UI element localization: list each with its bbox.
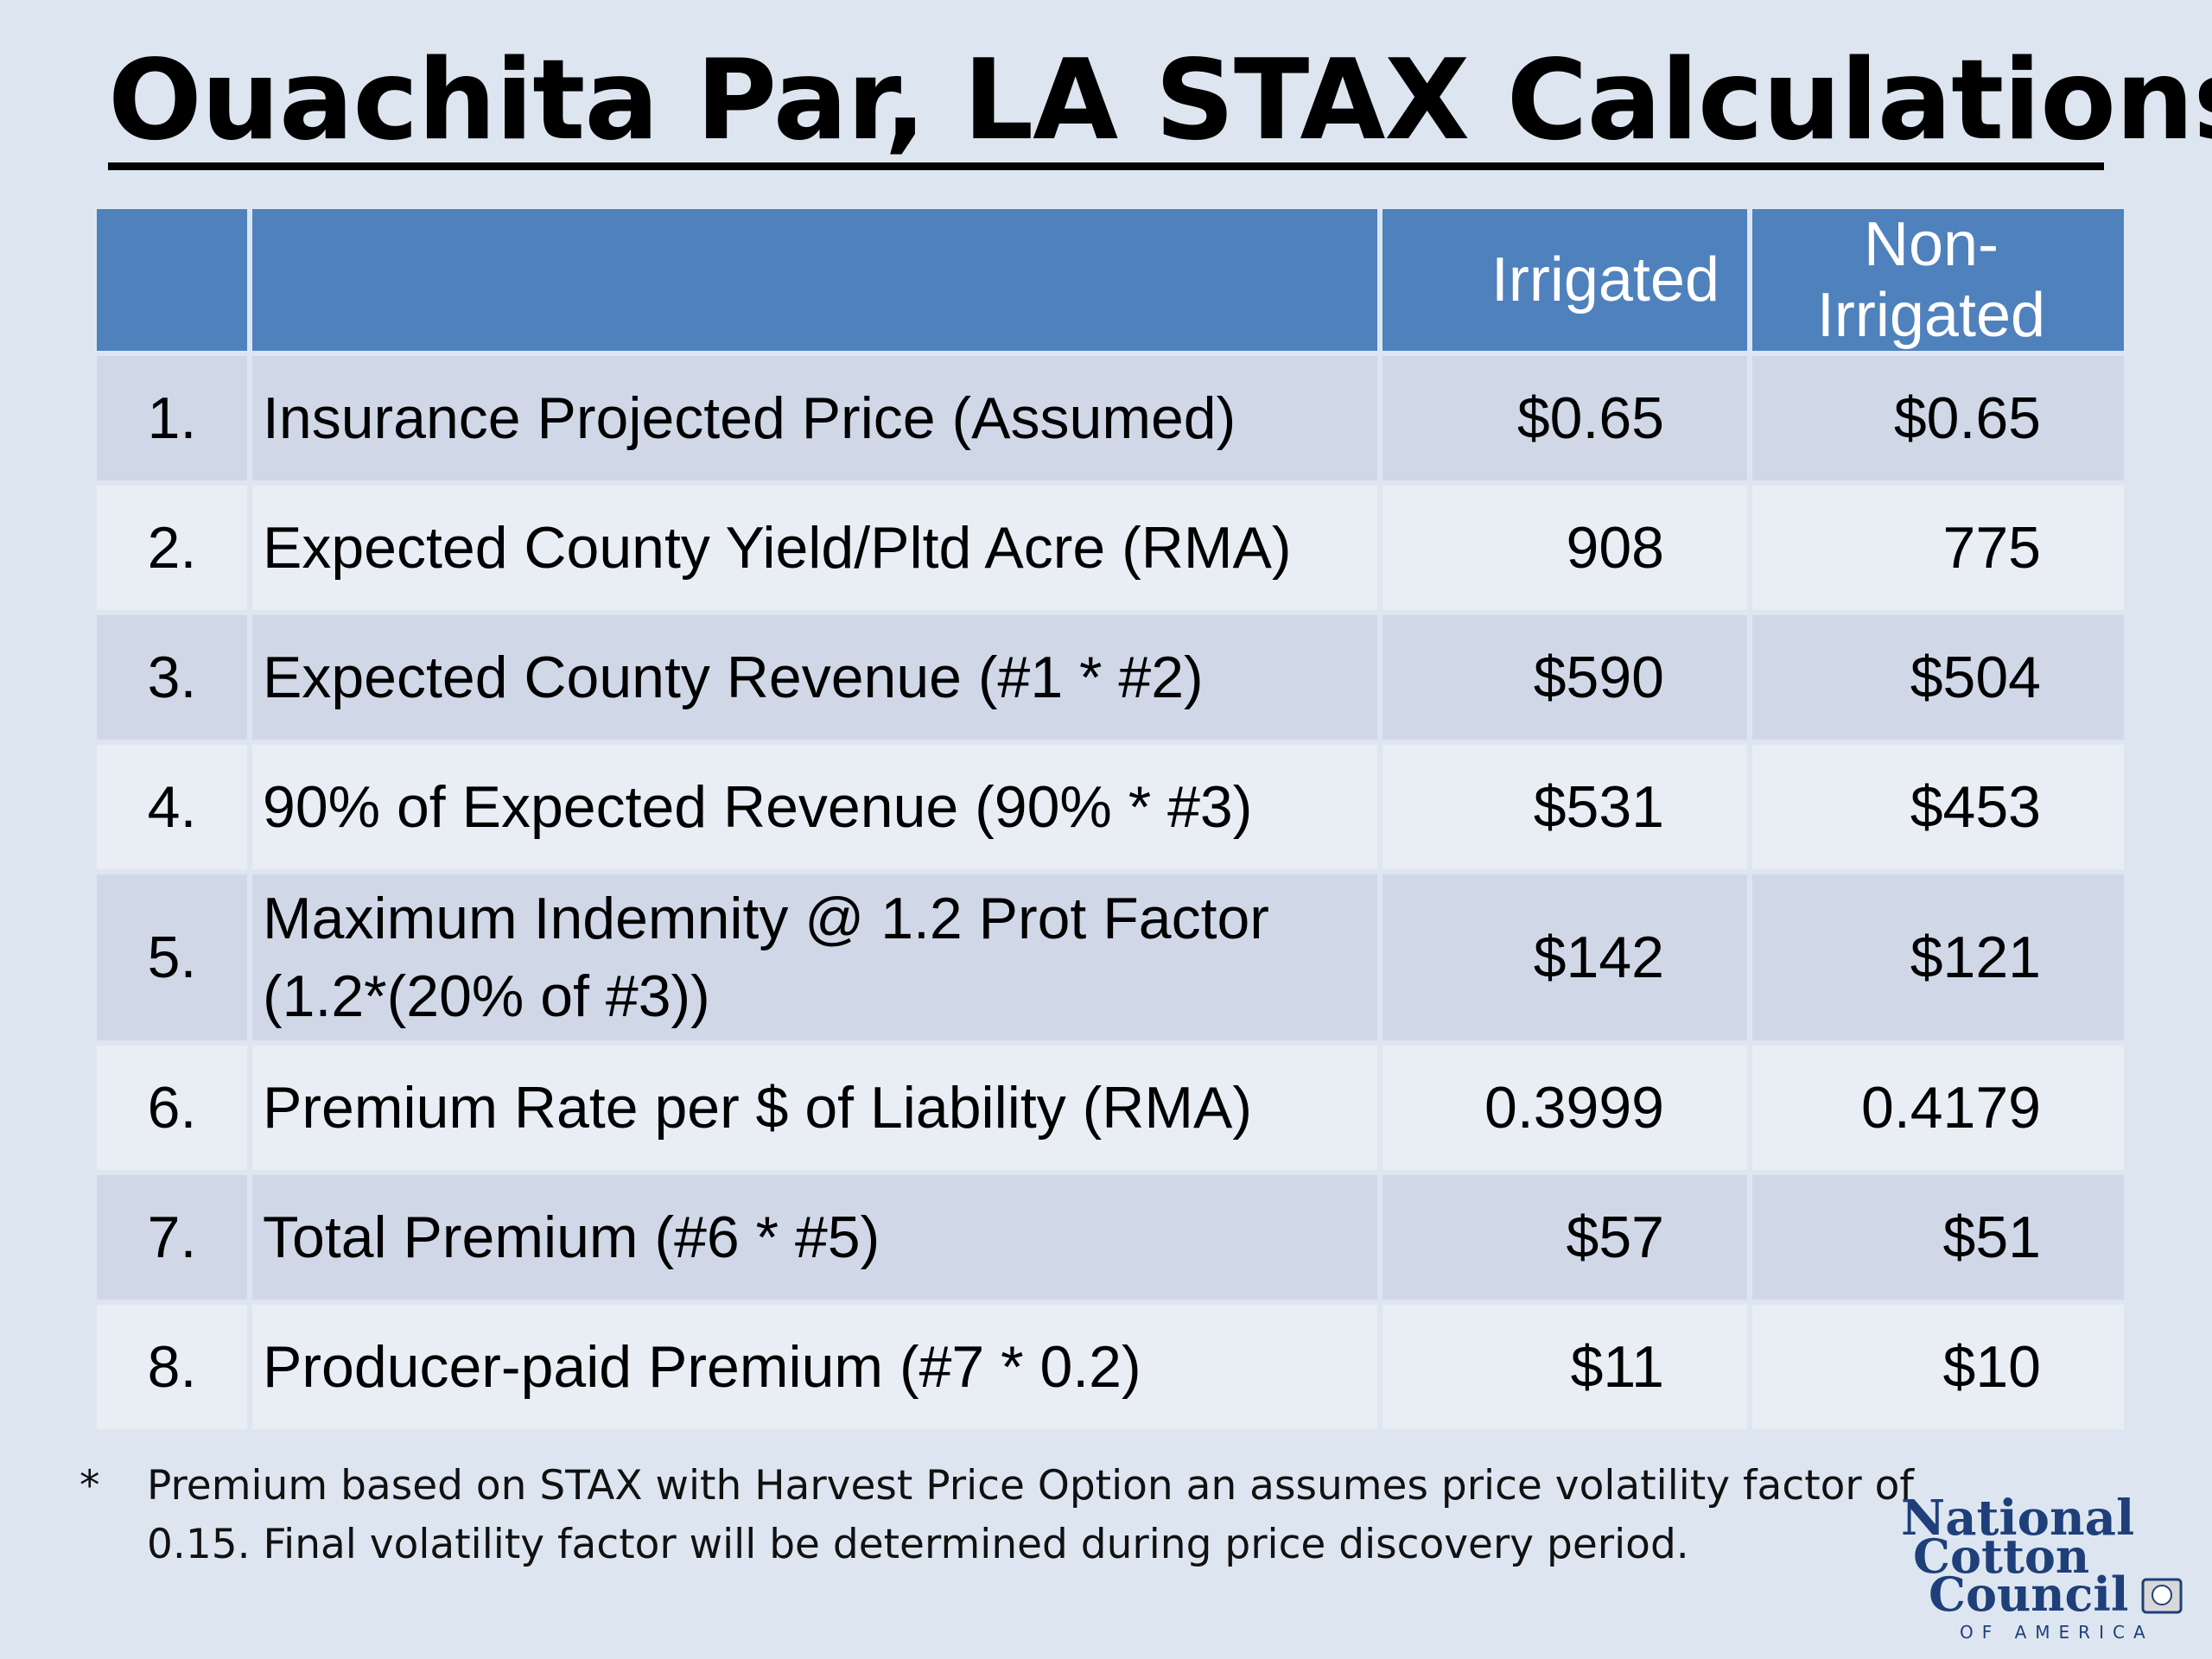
irrigated-value: $11 xyxy=(1382,1305,1747,1429)
row-number: 4. xyxy=(97,745,247,869)
header-cell-description xyxy=(252,209,1377,351)
page-title: Ouachita Par, LA STAX Calculations* xyxy=(108,36,2212,165)
irrigated-value: $0.65 xyxy=(1382,356,1747,480)
irrigated-value: $57 xyxy=(1382,1175,1747,1300)
non-irrigated-value: $504 xyxy=(1752,615,2124,740)
table-header-row: Irrigated Non-Irrigated xyxy=(97,209,2124,351)
row-number: 8. xyxy=(97,1305,247,1429)
row-number: 2. xyxy=(97,486,247,610)
non-irrigated-value: 775 xyxy=(1752,486,2124,610)
footnote-text: Premium based on STAX with Harvest Price… xyxy=(147,1457,1961,1574)
logo-of-america: OF AMERICA xyxy=(1960,1622,2154,1643)
irrigated-value: 0.3999 xyxy=(1382,1046,1747,1170)
table-row: 2. Expected County Yield/Pltd Acre (RMA)… xyxy=(97,486,2124,610)
table-row: 3. Expected County Revenue (#1 * #2) $59… xyxy=(97,615,2124,740)
stax-table: Irrigated Non-Irrigated 1. Insurance Pro… xyxy=(92,204,2129,1434)
row-description: Premium Rate per $ of Liability (RMA) xyxy=(252,1046,1377,1170)
table-row: 6. Premium Rate per $ of Liability (RMA)… xyxy=(97,1046,2124,1170)
header-non-irrigated: Non-Irrigated xyxy=(1752,209,2124,351)
row-number: 3. xyxy=(97,615,247,740)
row-description: Expected County Revenue (#1 * #2) xyxy=(252,615,1377,740)
header-irrigated: Irrigated xyxy=(1382,209,1747,351)
irrigated-value: $590 xyxy=(1382,615,1747,740)
footnote-marker: * xyxy=(79,1462,100,1510)
row-description: Insurance Projected Price (Assumed) xyxy=(252,356,1377,480)
table-row: 5. Maximum Indemnity @ 1.2 Prot Factor (… xyxy=(97,874,2124,1040)
row-description: Maximum Indemnity @ 1.2 Prot Factor (1.2… xyxy=(252,874,1377,1040)
logo-boll-dot xyxy=(2152,1585,2172,1605)
row-number: 6. xyxy=(97,1046,247,1170)
national-cotton-council-logo: National Cotton Council OF AMERICA xyxy=(1901,1490,2183,1643)
row-description-line2: (1.2*(20% of #3)) xyxy=(263,963,710,1029)
non-irrigated-value: $121 xyxy=(1752,874,2124,1040)
row-description: Total Premium (#6 * #5) xyxy=(252,1175,1377,1300)
non-irrigated-value: $10 xyxy=(1752,1305,2124,1429)
row-number: 5. xyxy=(97,874,247,1040)
row-description-line1: Maximum Indemnity @ 1.2 Prot Factor xyxy=(263,886,1269,951)
footnote-line2: 0.15. Final volatility factor will be de… xyxy=(147,1521,1689,1568)
non-irrigated-value: $51 xyxy=(1752,1175,2124,1300)
row-number: 7. xyxy=(97,1175,247,1300)
table-row: 1. Insurance Projected Price (Assumed) $… xyxy=(97,356,2124,480)
row-number: 1. xyxy=(97,356,247,480)
row-description: Expected County Yield/Pltd Acre (RMA) xyxy=(252,486,1377,610)
logo-cotton: Cotton xyxy=(1913,1529,2089,1584)
non-irrigated-value: 0.4179 xyxy=(1752,1046,2124,1170)
header-cell-number xyxy=(97,209,247,351)
non-irrigated-value: $453 xyxy=(1752,745,2124,869)
title-underline xyxy=(108,162,2104,170)
irrigated-value: $142 xyxy=(1382,874,1747,1040)
footnote-line1: Premium based on STAX with Harvest Price… xyxy=(147,1462,1914,1510)
table-row: 7. Total Premium (#6 * #5) $57 $51 xyxy=(97,1175,2124,1300)
table-row: 8. Producer-paid Premium (#7 * 0.2) $11 … xyxy=(97,1305,2124,1429)
row-description: 90% of Expected Revenue (90% * #3) xyxy=(252,745,1377,869)
irrigated-value: 908 xyxy=(1382,486,1747,610)
logo-council: Council xyxy=(1929,1567,2128,1622)
irrigated-value: $531 xyxy=(1382,745,1747,869)
table-row: 4. 90% of Expected Revenue (90% * #3) $5… xyxy=(97,745,2124,869)
row-description: Producer-paid Premium (#7 * 0.2) xyxy=(252,1305,1377,1429)
non-irrigated-value: $0.65 xyxy=(1752,356,2124,480)
logo-national: National xyxy=(1901,1490,2134,1547)
